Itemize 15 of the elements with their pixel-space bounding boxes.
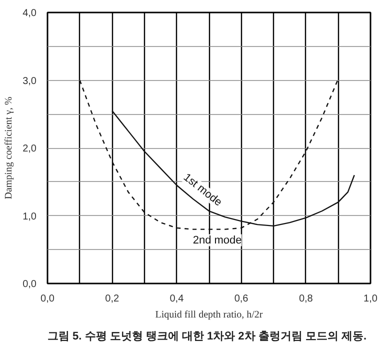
caption: 그림 5. 수평 도넛형 탱크에 대한 1차와 2차 출렁거림 모드의 제동.	[48, 330, 367, 342]
series-label: 2nd mode	[192, 234, 242, 246]
y-tick-label: 1,0	[22, 211, 37, 222]
x-tick-label: 1,0	[364, 294, 378, 304]
x-tick-label: 0,0	[40, 294, 55, 304]
y-tick-label: 2,0	[22, 144, 37, 154]
y-tick-label: 0,0	[22, 279, 37, 290]
y-axis-title: Damping coefficient γ, %	[4, 96, 15, 200]
x-tick-label: 0,6	[234, 294, 249, 304]
x-axis-title: Liquid fill depth ratio, h/2r	[155, 310, 264, 320]
x-tick-label: 0,8	[298, 294, 314, 304]
x-tick-label: 0,2	[105, 294, 120, 304]
y-tick-label: 3,0	[22, 76, 37, 87]
y-tick-label: 4,0	[22, 8, 37, 19]
x-tick-label: 0,4	[170, 294, 184, 304]
